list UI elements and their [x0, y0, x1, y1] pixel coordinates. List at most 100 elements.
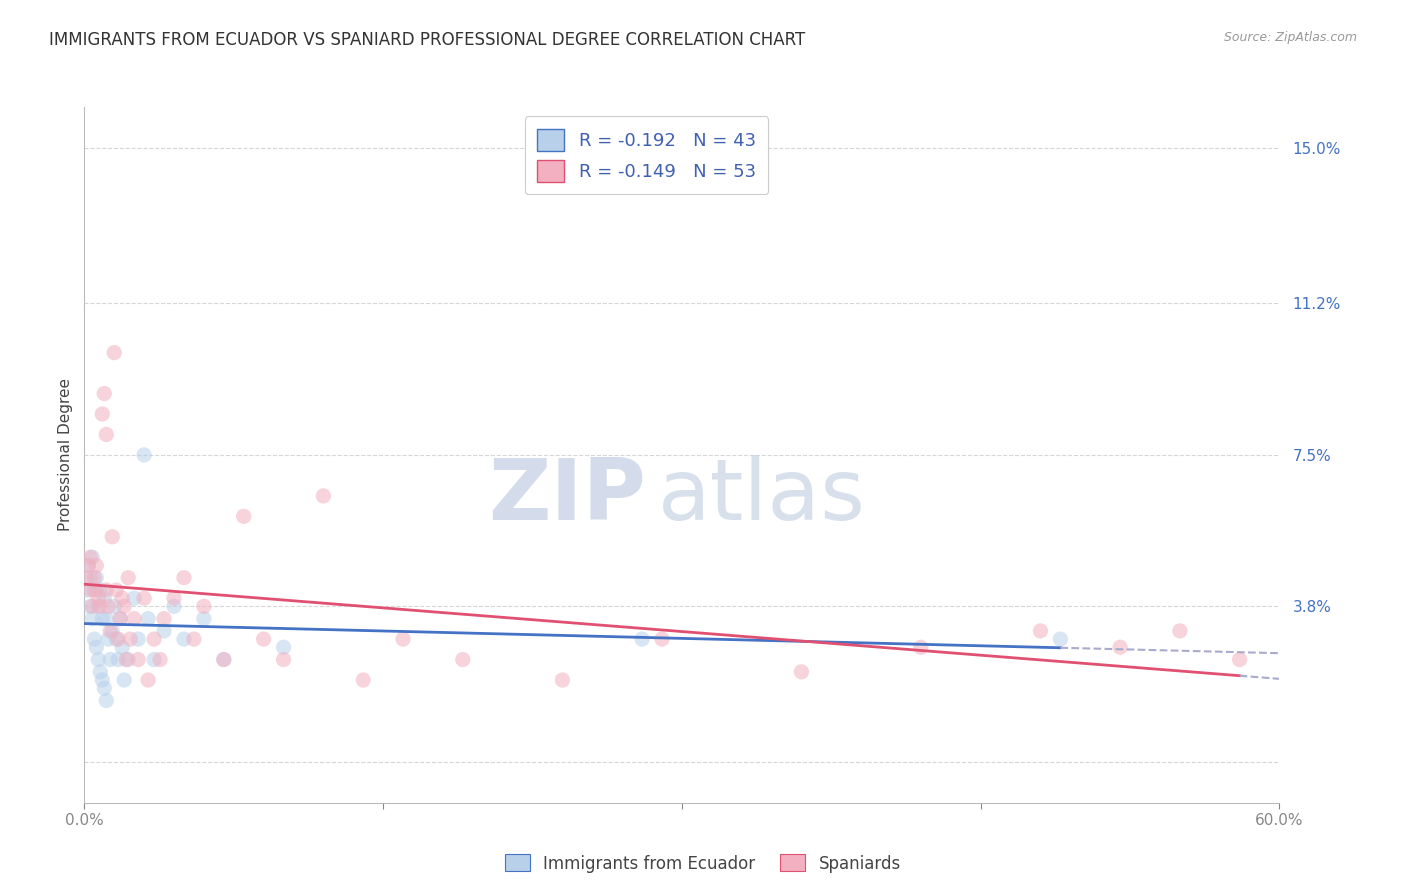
Point	[79, 550, 101, 565]
Point	[122, 591, 145, 606]
Point	[143, 652, 166, 666]
Point	[91, 612, 114, 626]
Point	[1029, 624, 1052, 638]
Point	[122, 612, 145, 626]
Point	[97, 599, 120, 614]
Point	[86, 582, 108, 597]
Point	[163, 599, 186, 614]
Point	[89, 599, 111, 614]
Point	[232, 509, 254, 524]
Point	[136, 673, 159, 687]
Point	[149, 652, 172, 666]
Point	[111, 640, 134, 655]
Point	[77, 558, 100, 573]
Point	[77, 558, 100, 573]
Point	[82, 612, 104, 626]
Point	[1049, 632, 1071, 646]
Point	[103, 345, 125, 359]
Point	[87, 591, 110, 606]
Point	[98, 652, 121, 666]
Point	[451, 652, 474, 666]
Point	[163, 591, 186, 606]
Text: atlas: atlas	[658, 455, 866, 538]
Point	[193, 612, 215, 626]
Point	[96, 612, 118, 626]
Point	[312, 489, 335, 503]
Point	[651, 632, 673, 646]
Point	[93, 386, 115, 401]
Legend: R = -0.192   N = 43, R = -0.149   N = 53: R = -0.192 N = 43, R = -0.149 N = 53	[524, 116, 769, 194]
Point	[82, 550, 104, 565]
Point	[107, 652, 129, 666]
Point	[112, 599, 135, 614]
Point	[136, 612, 159, 626]
Point	[83, 632, 105, 646]
Point	[153, 624, 176, 638]
Point	[96, 582, 118, 597]
Point	[97, 632, 120, 646]
Point	[112, 673, 135, 687]
Point	[105, 582, 128, 597]
Point	[96, 427, 118, 442]
Legend: Immigrants from Ecuador, Spaniards: Immigrants from Ecuador, Spaniards	[498, 847, 908, 880]
Point	[120, 632, 142, 646]
Point	[127, 652, 149, 666]
Y-axis label: Professional Degree: Professional Degree	[58, 378, 73, 532]
Point	[83, 571, 105, 585]
Point	[143, 632, 166, 646]
Point	[111, 591, 134, 606]
Point	[110, 612, 132, 626]
Point	[91, 673, 114, 687]
Point	[183, 632, 205, 646]
Point	[82, 599, 104, 614]
Point	[212, 652, 235, 666]
Point	[89, 582, 111, 597]
Point	[87, 599, 110, 614]
Point	[98, 624, 121, 638]
Point	[79, 571, 101, 585]
Point	[392, 632, 415, 646]
Point	[273, 640, 295, 655]
Point	[110, 612, 132, 626]
Point	[115, 652, 138, 666]
Point	[105, 632, 128, 646]
Point	[127, 632, 149, 646]
Point	[631, 632, 654, 646]
Point	[1168, 624, 1191, 638]
Point	[96, 693, 118, 707]
Point	[93, 681, 115, 696]
Point	[212, 652, 235, 666]
Point	[173, 632, 195, 646]
Point	[91, 407, 114, 421]
Point	[551, 673, 574, 687]
Point	[79, 582, 101, 597]
Point	[86, 558, 108, 573]
Point	[117, 652, 139, 666]
Point	[103, 599, 125, 614]
Point	[107, 632, 129, 646]
Point	[253, 632, 276, 646]
Point	[132, 448, 156, 462]
Point	[153, 612, 176, 626]
Text: ZIP: ZIP	[488, 455, 647, 538]
Point	[86, 640, 108, 655]
Point	[75, 571, 97, 585]
Point	[117, 571, 139, 585]
Point	[193, 599, 215, 614]
Point	[173, 571, 195, 585]
Point	[86, 571, 108, 585]
Point	[87, 652, 110, 666]
Point	[75, 582, 97, 597]
Point	[89, 665, 111, 679]
Point	[101, 530, 124, 544]
Text: Source: ZipAtlas.com: Source: ZipAtlas.com	[1223, 31, 1357, 45]
Point	[273, 652, 295, 666]
Point	[79, 599, 101, 614]
Text: IMMIGRANTS FROM ECUADOR VS SPANIARD PROFESSIONAL DEGREE CORRELATION CHART: IMMIGRANTS FROM ECUADOR VS SPANIARD PROF…	[49, 31, 806, 49]
Point	[132, 591, 156, 606]
Point	[83, 582, 105, 597]
Point	[1109, 640, 1132, 655]
Point	[101, 624, 124, 638]
Point	[910, 640, 932, 655]
Point	[93, 591, 115, 606]
